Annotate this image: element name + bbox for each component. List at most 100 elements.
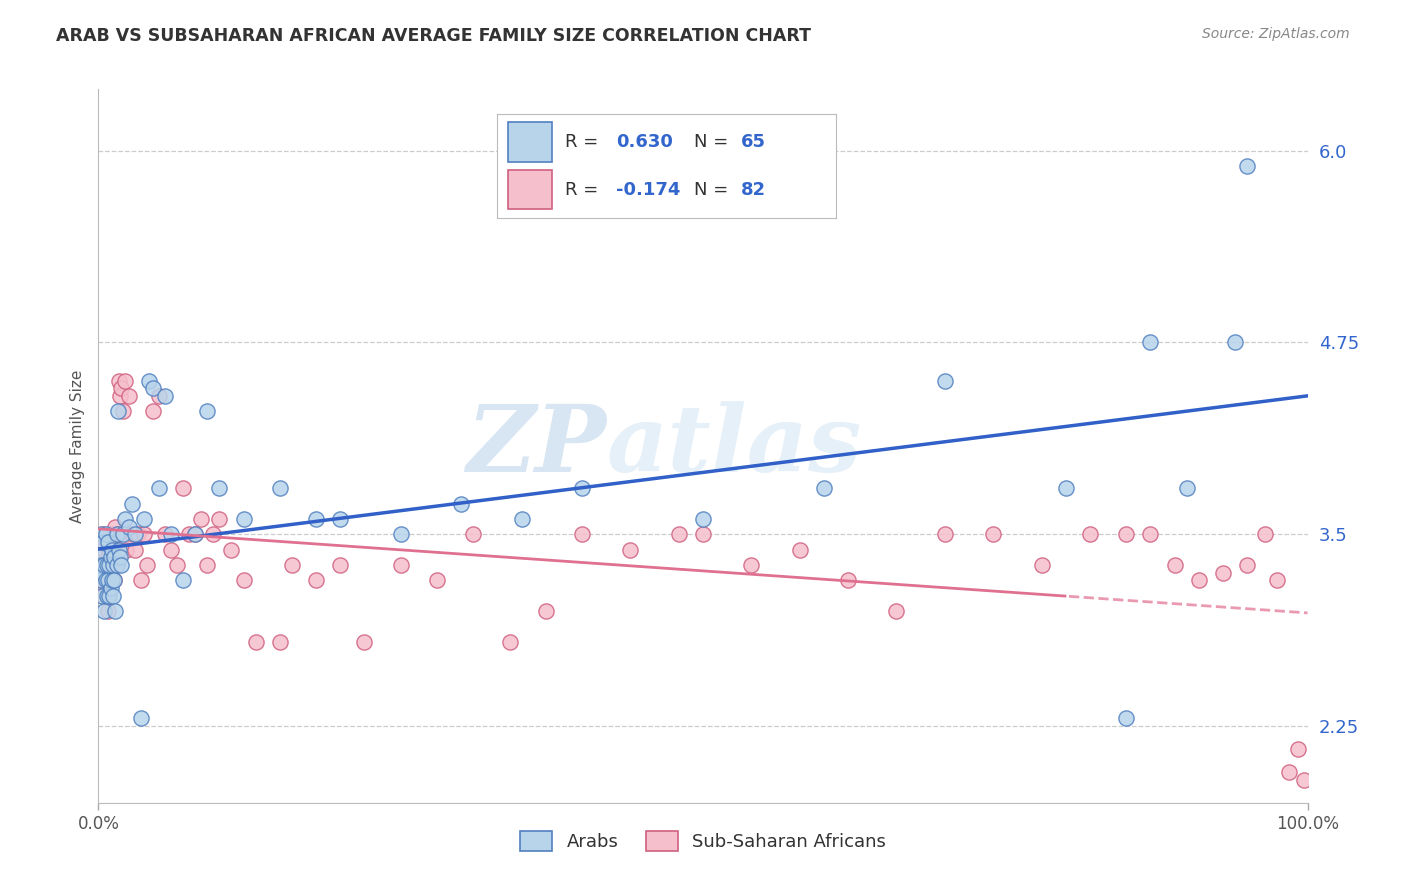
Point	[127, 527, 149, 541]
Point	[1031, 558, 1053, 572]
Point	[100, 558, 122, 572]
Point	[104, 604, 127, 618]
Point	[934, 527, 956, 541]
Point	[93, 604, 115, 618]
Point	[269, 634, 291, 648]
Point	[103, 574, 125, 588]
Point	[281, 558, 304, 572]
Point	[93, 558, 115, 572]
Point	[118, 389, 141, 403]
Point	[1175, 481, 1198, 495]
Point	[105, 542, 128, 557]
Point	[97, 550, 120, 565]
Point	[97, 604, 120, 618]
Point	[886, 604, 908, 618]
Point	[1223, 335, 1246, 350]
Point	[1115, 527, 1137, 541]
Point	[101, 558, 124, 572]
Point	[789, 542, 811, 557]
Point	[93, 542, 115, 557]
Point	[269, 481, 291, 495]
Point	[202, 527, 225, 541]
Text: atlas: atlas	[606, 401, 862, 491]
Point	[100, 574, 122, 588]
Point	[160, 527, 183, 541]
Point	[90, 527, 112, 541]
Point	[100, 574, 122, 588]
Point	[107, 404, 129, 418]
Y-axis label: Average Family Size: Average Family Size	[69, 369, 84, 523]
Point	[91, 558, 114, 572]
Point	[510, 512, 533, 526]
Point	[463, 527, 485, 541]
Point	[111, 404, 134, 418]
Point	[148, 481, 170, 495]
Point	[208, 481, 231, 495]
Point	[208, 512, 231, 526]
Point	[114, 374, 136, 388]
Point	[813, 481, 835, 495]
Point	[94, 574, 117, 588]
Point	[91, 558, 114, 572]
Point	[1267, 574, 1289, 588]
Point	[103, 550, 125, 565]
Point	[94, 527, 117, 541]
Point	[108, 389, 131, 403]
Point	[172, 481, 194, 495]
Point	[450, 497, 472, 511]
Point	[103, 574, 125, 588]
Point	[105, 558, 128, 572]
Point	[108, 542, 131, 557]
Point	[1292, 772, 1315, 787]
Point	[232, 512, 254, 526]
Point	[115, 542, 138, 557]
Point	[134, 512, 156, 526]
Point	[110, 558, 132, 572]
Point	[498, 634, 520, 648]
Point	[153, 527, 176, 541]
Point	[195, 558, 218, 572]
Point	[98, 558, 121, 572]
Point	[142, 404, 165, 418]
Point	[124, 542, 146, 557]
Point	[184, 527, 207, 541]
Point	[107, 527, 129, 541]
Point	[692, 512, 714, 526]
Point	[1254, 527, 1277, 541]
Point	[98, 589, 121, 603]
Legend: Arabs, Sub-Saharan Africans: Arabs, Sub-Saharan Africans	[512, 823, 894, 858]
Point	[245, 634, 267, 648]
Point	[100, 535, 122, 549]
Point	[91, 589, 114, 603]
Point	[89, 550, 111, 565]
Point	[94, 558, 117, 572]
Point	[91, 566, 114, 580]
Point	[108, 374, 131, 388]
Point	[91, 527, 114, 541]
Point	[129, 574, 152, 588]
Point	[221, 542, 243, 557]
Point	[96, 574, 118, 588]
Point	[100, 542, 122, 557]
Point	[129, 711, 152, 725]
Point	[389, 558, 412, 572]
Point	[90, 542, 112, 557]
Text: Source: ZipAtlas.com: Source: ZipAtlas.com	[1202, 27, 1350, 41]
Point	[981, 527, 1004, 541]
Point	[110, 381, 132, 395]
Point	[305, 574, 328, 588]
Point	[1286, 742, 1309, 756]
Point	[1115, 711, 1137, 725]
Point	[934, 374, 956, 388]
Point	[232, 574, 254, 588]
Point	[100, 527, 122, 541]
Point	[1236, 159, 1258, 173]
Point	[153, 389, 176, 403]
Point	[100, 550, 122, 565]
Point	[195, 404, 218, 418]
Point	[96, 589, 118, 603]
Point	[121, 527, 143, 541]
Point	[93, 589, 115, 603]
Point	[1163, 558, 1185, 572]
Point	[329, 512, 352, 526]
